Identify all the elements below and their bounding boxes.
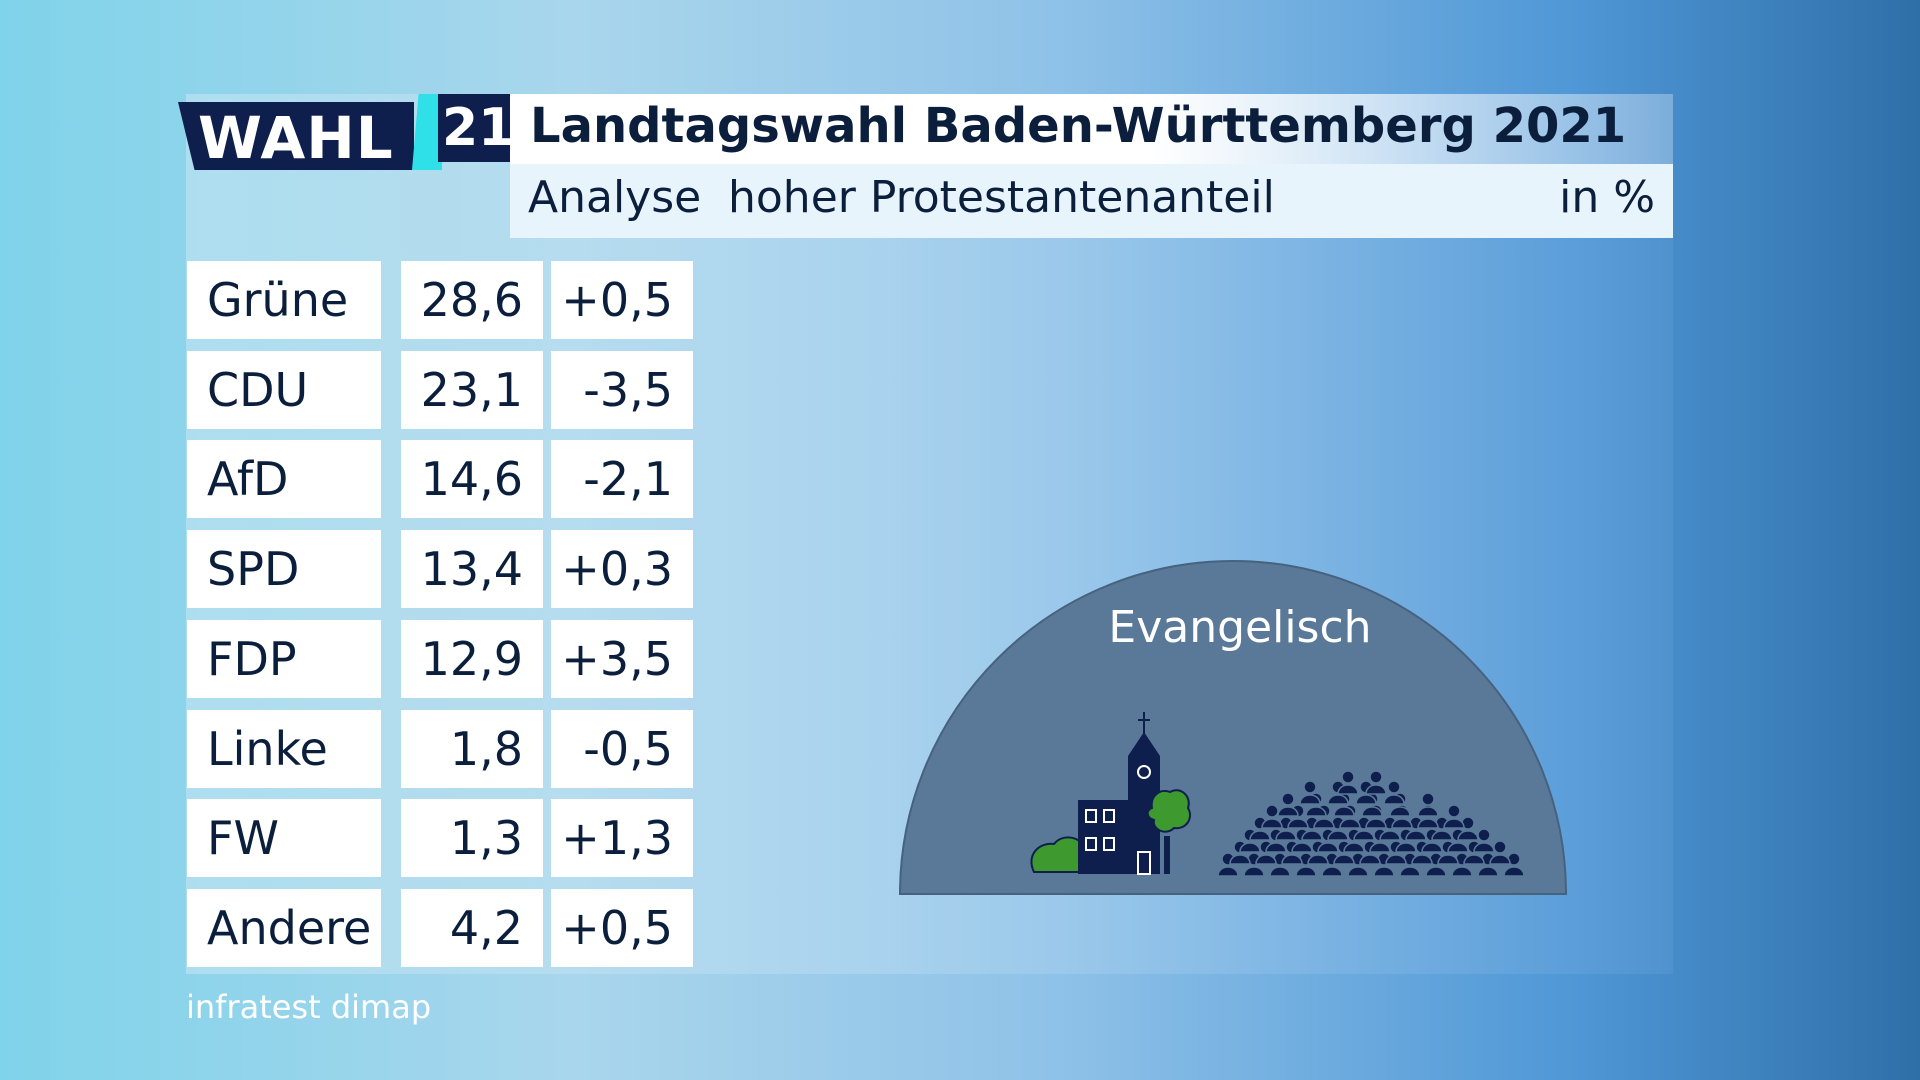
person-icon — [1307, 840, 1329, 865]
person-icon — [1333, 840, 1355, 865]
result-cell: 23,1 — [401, 350, 543, 429]
change-cell: +0,5 — [551, 888, 693, 967]
party-cell: CDU — [187, 350, 381, 429]
person-icon — [1343, 828, 1365, 853]
person-icon — [1277, 792, 1299, 817]
wahl21-logo: WAHL 21 — [178, 94, 514, 172]
change-cell: +3,5 — [551, 619, 693, 698]
change-cell: +0,3 — [551, 530, 693, 609]
person-icon — [1287, 804, 1309, 829]
person-icon — [1451, 852, 1473, 877]
result-cell: 1,3 — [401, 799, 543, 878]
change-cell: +1,3 — [551, 799, 693, 878]
person-icon — [1281, 840, 1303, 865]
logo-year-background — [438, 94, 514, 162]
logo-year: 21 — [442, 98, 515, 158]
person-icon — [1417, 792, 1439, 817]
person-icon — [1503, 852, 1525, 877]
party-cell: FW — [187, 799, 381, 878]
person-icon — [1385, 840, 1407, 865]
result-cell: 1,8 — [401, 709, 543, 788]
party-cell: FDP — [187, 619, 381, 698]
person-icon — [1299, 780, 1321, 805]
source-label: infratest dimap — [186, 988, 432, 1026]
evangelisch-illustration: Evangelisch — [898, 560, 1568, 895]
person-icon — [1301, 816, 1323, 841]
subtitle-bar — [510, 164, 1673, 238]
result-cell: 13,4 — [401, 530, 543, 609]
person-icon — [1265, 828, 1287, 853]
person-icon — [1473, 828, 1495, 853]
logo-background — [178, 102, 414, 170]
person-icon — [1489, 840, 1511, 865]
person-icon — [1337, 770, 1359, 795]
person-icon — [1383, 780, 1405, 805]
crowd-icon — [1217, 770, 1525, 877]
person-icon — [1365, 770, 1387, 795]
page-title: Landtagswahl Baden-Württemberg 2021 — [530, 98, 1627, 154]
result-cell: 12,9 — [401, 619, 543, 698]
person-icon — [1369, 828, 1391, 853]
change-cell: -0,5 — [551, 709, 693, 788]
result-cell: 28,6 — [401, 261, 543, 339]
subtitle-analysis: Analyse — [528, 172, 702, 223]
change-cell: -3,5 — [551, 350, 693, 429]
result-cell: 4,2 — [401, 888, 543, 967]
person-icon — [1295, 852, 1317, 877]
person-icon — [1405, 816, 1427, 841]
logo-word: WAHL — [198, 104, 394, 172]
party-cell: SPD — [187, 530, 381, 609]
party-cell: Linke — [187, 709, 381, 788]
party-cell: Grüne — [187, 261, 381, 339]
person-icon — [1327, 816, 1349, 841]
person-icon — [1261, 804, 1283, 829]
party-cell: AfD — [187, 440, 381, 519]
result-cell: 14,6 — [401, 440, 543, 519]
tree-icon — [1146, 789, 1192, 874]
illustration-label: Evangelisch — [1108, 602, 1371, 653]
unit-label: in % — [1559, 172, 1655, 223]
subtitle-group: hoher Protestantenanteil — [728, 172, 1275, 223]
person-icon — [1443, 804, 1465, 829]
change-cell: -2,1 — [551, 440, 693, 519]
person-icon — [1477, 852, 1499, 877]
person-icon — [1291, 828, 1313, 853]
person-icon — [1229, 840, 1251, 865]
change-cell: +0,5 — [551, 261, 693, 339]
party-cell: Andere — [187, 888, 381, 967]
person-icon — [1447, 828, 1469, 853]
person-icon — [1457, 816, 1479, 841]
title-bar — [510, 94, 1673, 164]
